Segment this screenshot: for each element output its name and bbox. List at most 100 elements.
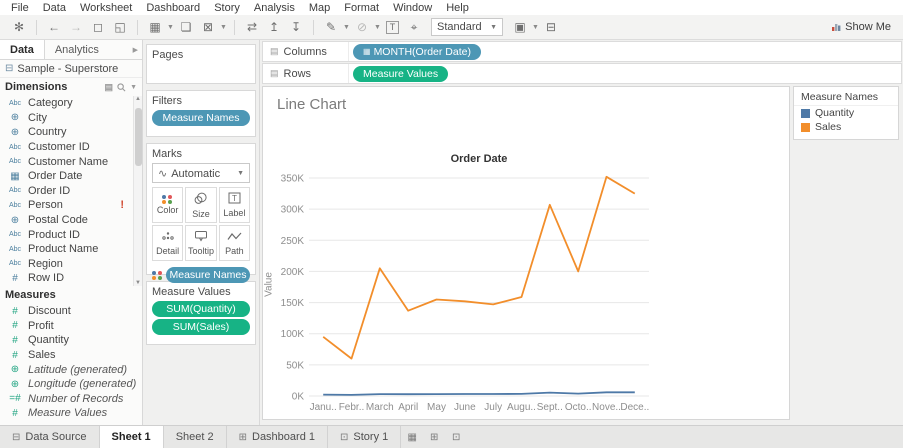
chevron-down-icon[interactable]: ▼ [220,23,227,31]
field-product-name[interactable]: Abc Product Name [0,242,132,257]
fix-axes-icon[interactable]: ⌖ [410,19,418,34]
field-order-date[interactable]: ▦ Order Date [0,169,132,184]
redo-icon[interactable]: → [70,20,82,34]
duplicate-icon[interactable]: ❏ [180,20,192,34]
menu-analysis[interactable]: Analysis [253,1,295,14]
view-list-icon[interactable]: ▤ [104,81,114,92]
marks-measure-names-pill[interactable]: Measure Names [166,267,250,283]
mark-button-size[interactable]: Size [185,187,217,223]
fit-mode-select[interactable]: Standard ▼ [431,18,503,36]
clear-sheet-icon[interactable]: ⊠ [202,20,214,34]
field-quantity[interactable]: # Quantity [0,333,142,348]
mark-button-detail[interactable]: Detail [152,225,184,261]
field-longitude-generated-[interactable]: ⊕ Longitude (generated) [0,377,142,392]
mark-button-path[interactable]: Path [218,225,250,261]
rows-shelf[interactable]: ▤ Rows Measure Values [262,63,902,84]
add-data-icon[interactable]: ◱ [114,20,126,34]
field-product-id[interactable]: Abc Product ID [0,227,132,242]
field-city[interactable]: ⊕ City [0,111,132,126]
scrollbar-thumb[interactable] [134,108,142,166]
field-person[interactable]: Abc Person! [0,198,132,213]
chevron-down-icon[interactable]: ▼ [374,23,381,31]
filter-pill[interactable]: Measure Names [152,110,250,126]
field-row-id[interactable]: # Row ID [0,271,132,286]
new-dashboard-tab-icon[interactable]: ⊞ [430,431,439,443]
undo-icon[interactable]: ← [48,20,60,34]
mark-button-tooltip[interactable]: Tooltip [185,225,217,261]
hash-icon: # [12,272,18,284]
mark-button-label[interactable]: T Label [218,187,250,223]
dimensions-scrollbar[interactable]: ▲ ▼ [133,96,142,286]
new-worksheet-tab-icon[interactable]: ▦ [407,431,417,443]
pages-card[interactable]: Pages [146,44,256,84]
field-number-of-records[interactable]: =# Number of Records [0,392,142,407]
swap-axes-icon[interactable]: ⇄ [246,20,258,34]
tableau-logo-icon[interactable]: ✻ [13,20,25,34]
field-customer-name[interactable]: Abc Customer Name [0,154,132,169]
menu-file[interactable]: File [11,1,29,14]
scroll-up-icon[interactable]: ▲ [135,96,141,102]
tab-data[interactable]: Data [0,40,45,59]
menu-map[interactable]: Map [308,1,331,14]
menu-data[interactable]: Data [42,1,66,14]
new-story-tab-icon[interactable]: ⊡ [452,431,461,443]
menu-worksheet[interactable]: Worksheet [79,1,133,14]
pill-label: Measure Values [363,67,439,80]
highlight-icon[interactable]: ✎ [325,20,337,34]
columns-shelf[interactable]: ▤ Columns ▦ MONTH(Order Date) [262,41,902,62]
field-order-id[interactable]: Abc Order ID [0,184,132,199]
pane-collapse-icon[interactable]: ▶ [132,46,138,54]
columns-label: Columns [283,45,327,58]
chevron-down-icon[interactable]: ▼ [532,23,539,31]
legend-card[interactable]: Measure Names Quantity Sales [793,86,899,140]
sort-ascending-icon[interactable]: ↥ [268,20,280,34]
legend-item-quantity[interactable]: Quantity [794,106,898,120]
field-sales[interactable]: # Sales [0,348,142,363]
format-painter-icon[interactable]: ⊘ [356,20,368,34]
field-profit[interactable]: # Profit [0,319,142,334]
rows-label: Rows [283,67,312,80]
menu-window[interactable]: Window [393,1,433,14]
tab-data-source[interactable]: ⊟ Data Source [0,426,100,448]
chevron-down-icon: ▼ [490,23,497,31]
field-category[interactable]: Abc Category [0,96,132,111]
field-country[interactable]: ⊕ Country [0,125,132,140]
field-region[interactable]: Abc Region [0,257,132,272]
chart-svg[interactable]: 0K 50K 100K 150K 200K 250K 300K 350K Janu.. Febr.… [263,87,791,421]
measure-value-pill[interactable]: SUM(Sales) [152,319,250,335]
tab-sheet-1[interactable]: Sheet 1 [99,426,164,448]
chevron-down-icon[interactable]: ▼ [167,23,174,31]
menu-dashboard[interactable]: Dashboard [146,1,201,14]
chevron-down-icon[interactable]: ▼ [343,23,350,31]
legend-item-sales[interactable]: Sales [794,120,898,134]
field-postal-code[interactable]: ⊕ Postal Code [0,213,132,228]
columns-pill[interactable]: ▦ MONTH(Order Date) [353,43,481,60]
presentation-mode-icon[interactable]: ⊟ [545,20,557,34]
field-discount[interactable]: # Discount [0,304,142,319]
show-me-button[interactable]: Show Me [831,21,895,33]
new-worksheet-icon[interactable]: ▦ [149,20,161,34]
mark-button-color[interactable]: Color [152,187,184,223]
rows-pill[interactable]: Measure Values [353,65,449,82]
tab-sheet-2[interactable]: Sheet 2 [163,426,227,448]
mark-type-select[interactable]: ∿ Automatic ▼ [152,163,250,183]
sort-descending-icon[interactable]: ↧ [290,20,302,34]
show-mark-labels-icon[interactable]: ▣ [514,20,526,34]
tab-analytics[interactable]: Analytics [54,43,99,56]
chevron-down-icon[interactable]: ▼ [130,83,137,91]
field-latitude-generated-[interactable]: ⊕ Latitude (generated) [0,362,142,377]
menu-help[interactable]: Help [446,1,469,14]
scroll-down-icon[interactable]: ▼ [135,280,141,286]
field-customer-id[interactable]: Abc Customer ID [0,140,132,155]
measure-value-pill[interactable]: SUM(Quantity) [152,301,250,317]
text-label-icon[interactable]: T [386,20,399,34]
tab-story-1[interactable]: ⊡ Story 1 [328,426,402,448]
datasource-item[interactable]: ⊟ Sample - Superstore [0,60,142,78]
field-measure-values[interactable]: # Measure Values [0,406,142,421]
menu-story[interactable]: Story [214,1,240,14]
filters-card[interactable]: Filters Measure Names [146,90,256,137]
search-icon[interactable] [117,82,126,92]
save-icon[interactable]: ◻ [93,20,103,34]
menu-format[interactable]: Format [344,1,380,14]
tab-dashboard-1[interactable]: ⊞ Dashboard 1 [226,426,328,448]
